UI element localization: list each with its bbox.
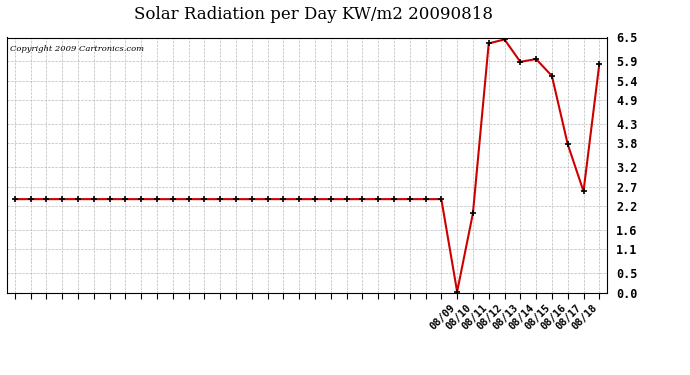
Text: Copyright 2009 Cartronics.com: Copyright 2009 Cartronics.com [10,45,144,53]
Text: Solar Radiation per Day KW/m2 20090818: Solar Radiation per Day KW/m2 20090818 [135,6,493,22]
